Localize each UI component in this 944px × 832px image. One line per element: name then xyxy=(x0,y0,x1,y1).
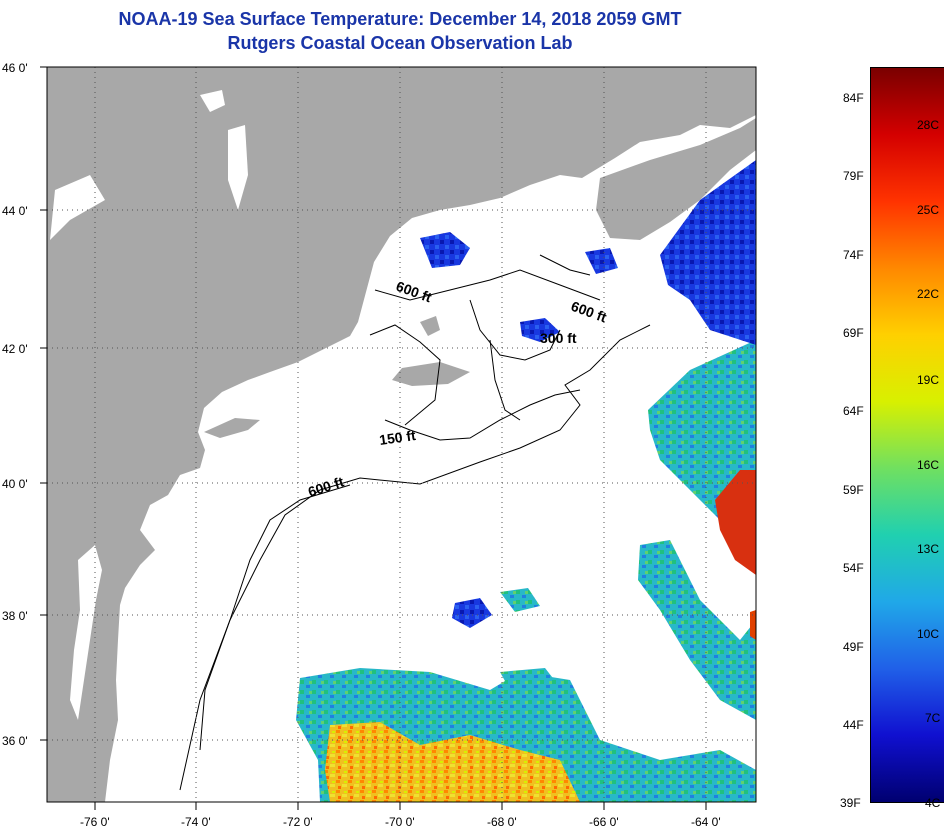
inland-lake xyxy=(228,125,248,210)
lon-label: -70 0' xyxy=(385,815,415,829)
inland-lake xyxy=(50,175,105,240)
map-subtitle: Rutgers Coastal Ocean Observation Lab xyxy=(227,33,573,53)
colorbar-f-label: 84F xyxy=(843,91,864,105)
contour-layer xyxy=(179,254,651,791)
lat-label: 38 0' xyxy=(2,609,28,623)
axis-ticks xyxy=(40,66,707,810)
lon-label: -76 0' xyxy=(80,815,110,829)
colorbar-f-label: 59F xyxy=(843,483,864,497)
colorbar-c-label: 13C xyxy=(917,542,940,556)
lat-label: 36 0' xyxy=(2,734,28,748)
lat-lon-grid xyxy=(47,67,756,802)
sst-data-layer xyxy=(296,160,756,802)
land-layer xyxy=(47,67,756,802)
colorbar-f-label: 64F xyxy=(843,404,864,418)
lat-label: 46 0' xyxy=(2,61,28,75)
colorbar-f-label: 49F xyxy=(843,640,864,654)
lon-label: -68 0' xyxy=(487,815,517,829)
nova-scotia xyxy=(596,118,756,240)
colorbar-c-label: 19C xyxy=(917,373,940,387)
lon-label: -64 0' xyxy=(691,815,721,829)
colorbar-f-label: 79F xyxy=(843,169,864,183)
colorbar-f-label: 54F xyxy=(843,561,864,575)
lat-label: 40 0' xyxy=(2,477,28,491)
colorbar-c-label: 10C xyxy=(917,627,940,641)
colorbar-c-label: 16C xyxy=(917,458,940,472)
colorbar-f-label: 44F xyxy=(843,718,864,732)
map-frame xyxy=(46,66,757,803)
map-title: NOAA-19 Sea Surface Temperature: Decembe… xyxy=(118,9,682,29)
cape-cod xyxy=(420,316,440,336)
chesapeake-bay xyxy=(70,545,102,720)
contour-label-300ft: 300 ft xyxy=(540,330,577,346)
colorbar-c-label: 28C xyxy=(917,118,940,132)
colorbar-c-label: 7C xyxy=(925,711,941,725)
sst-map: 600 ft 600 ft 300 ft 150 ft 600 ft xyxy=(40,66,757,810)
colorbar-f-label: 39F xyxy=(840,796,861,810)
lon-label: -66 0' xyxy=(589,815,619,829)
colorbar-gradient xyxy=(870,67,944,803)
temperature-colorbar xyxy=(870,67,944,803)
lon-label: -74 0' xyxy=(181,815,211,829)
inland-lake xyxy=(200,90,225,112)
lon-label: -72 0' xyxy=(283,815,313,829)
colorbar-f-label: 74F xyxy=(843,248,864,262)
colorbar-c-label: 25C xyxy=(917,203,940,217)
colorbar-c-label: 22C xyxy=(917,287,940,301)
delaware-bay xyxy=(122,580,148,660)
colorbar-f-label: 69F xyxy=(843,326,864,340)
long-island xyxy=(392,362,470,386)
lat-label: 44 0' xyxy=(2,204,28,218)
us-mainland xyxy=(47,67,756,802)
contour-label-150ft: 150 ft xyxy=(378,427,417,448)
long-island-coast xyxy=(204,418,260,438)
colorbar-c-label: 4C xyxy=(925,796,941,810)
lat-label: 42 0' xyxy=(2,342,28,356)
